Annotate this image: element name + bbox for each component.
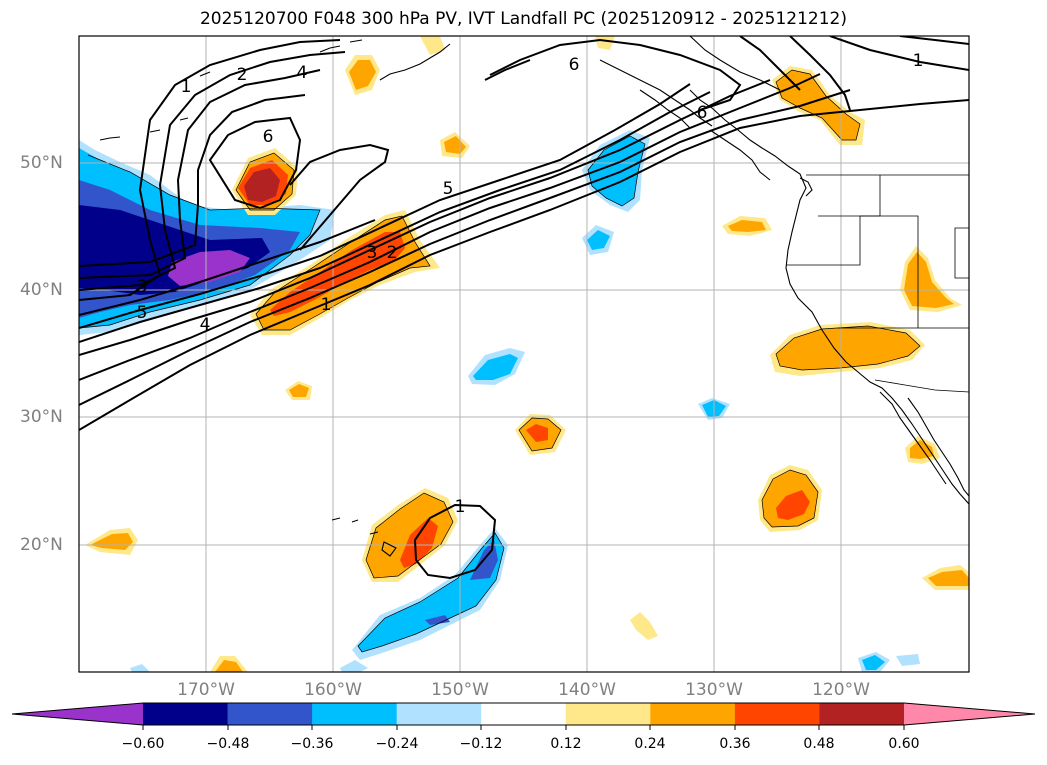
political-borders: [786, 174, 969, 393]
colorbar-segment: [734, 703, 820, 725]
contour-labels: 1 2 4 6 6 1 5 3 5 4 3 2 1 1 6: [137, 51, 924, 517]
colorbar-segment: [650, 703, 736, 725]
colorbar-label: −0.12: [459, 736, 503, 752]
contour-label: 5: [137, 303, 148, 323]
colorbar-label: 0.36: [719, 736, 751, 752]
contour-label: 1: [455, 497, 466, 517]
contour-label: 4: [297, 63, 308, 83]
lon-label-160w: 160°W: [304, 680, 362, 700]
colorbar-ticks: [142, 725, 905, 730]
colorbar-segments: [143, 703, 905, 725]
colorbar-segment: [312, 703, 398, 725]
map-title: 2025120700 F048 300 hPa PV, IVT Landfall…: [199, 9, 847, 29]
colorbar-label: −0.24: [375, 736, 419, 752]
colorbar-label: −0.48: [206, 736, 250, 752]
coastlines: [99, 36, 969, 557]
map-frame: [78, 35, 970, 673]
lon-label-130w: 130°W: [685, 680, 743, 700]
contour-label: 1: [913, 51, 924, 71]
colorbar-segment: [396, 703, 482, 725]
contour-label: 3: [367, 243, 378, 263]
contour-label: 5: [443, 179, 454, 199]
contour-label: 1: [181, 77, 192, 97]
contour-label: 6: [697, 103, 708, 123]
colorbar-label: 0.12: [550, 736, 582, 752]
contour-label: 2: [387, 243, 398, 263]
contour-label: 6: [569, 55, 580, 75]
contour-label: 3: [137, 277, 148, 297]
colorbar-label: −0.60: [121, 736, 165, 752]
contour-label: 2: [237, 65, 248, 85]
negative-anomaly-fill: [79, 130, 920, 672]
shade-outlines: [79, 69, 921, 653]
gridlines: [79, 36, 969, 672]
colorbar-segment: [565, 703, 651, 725]
colorbar-extend-max: [904, 703, 1035, 725]
colorbar: [11, 702, 1036, 730]
contour-label: 1: [321, 295, 332, 315]
lat-label-40n: 40°N: [20, 280, 63, 300]
colorbar-label: 0.48: [803, 736, 835, 752]
lat-label-30n: 30°N: [20, 407, 63, 427]
colorbar-label: 0.60: [888, 736, 920, 752]
lon-label-170w: 170°W: [177, 680, 235, 700]
lon-label-140w: 140°W: [558, 680, 616, 700]
lat-label-20n: 20°N: [20, 535, 63, 555]
colorbar-label: 0.24: [634, 736, 666, 752]
lon-label-150w: 150°W: [431, 680, 489, 700]
colorbar-label: −0.36: [290, 736, 334, 752]
lat-label-50n: 50°N: [20, 153, 63, 173]
colorbar-segment: [143, 703, 229, 725]
colorbar-segment: [819, 703, 905, 725]
colorbar-segment: [227, 703, 313, 725]
positive-anomaly-fill: [85, 36, 969, 672]
map-panel: 1 2 4 6 6 1 5 3 5 4 3 2 1 1 6: [79, 36, 969, 672]
lon-label-120w: 120°W: [812, 680, 870, 700]
colorbar-segment: [481, 703, 567, 725]
colorbar-extend-min: [12, 703, 143, 725]
contour-label: 4: [200, 315, 211, 335]
pv-contours: [79, 36, 969, 580]
contour-label: 6: [263, 127, 274, 147]
